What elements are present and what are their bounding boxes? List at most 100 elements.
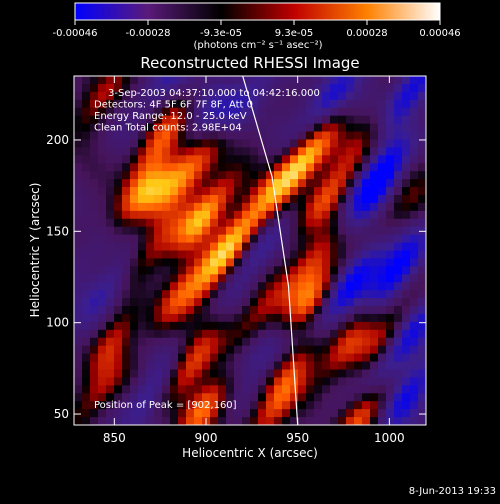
heatmap-cell	[290, 171, 299, 180]
heatmap-cell	[90, 163, 99, 172]
heatmap-cell	[106, 385, 115, 394]
heatmap-cell	[402, 76, 411, 85]
heatmap-cell	[370, 385, 379, 394]
heatmap-cell	[338, 187, 347, 196]
heatmap-cell	[226, 369, 235, 379]
heatmap-cell	[274, 163, 283, 172]
heatmap-cell	[162, 377, 171, 386]
heatmap-cell	[386, 234, 395, 244]
heatmap-cell	[74, 337, 83, 347]
heatmap-cell	[330, 282, 339, 291]
heatmap-cell	[234, 91, 243, 101]
heatmap-cell	[386, 123, 395, 133]
heatmap-cell	[130, 377, 139, 386]
heatmap-cell	[90, 401, 99, 410]
heatmap-cell	[322, 409, 331, 418]
heatmap-cell	[194, 377, 203, 386]
heatmap-cell	[394, 171, 403, 180]
heatmap-cell	[130, 123, 139, 133]
heatmap-cell	[346, 393, 355, 402]
heatmap-cell	[194, 163, 203, 172]
heatmap-cell	[370, 234, 379, 244]
heatmap-cell	[98, 139, 107, 148]
heatmap-cell	[250, 313, 259, 323]
heatmap-cell	[354, 99, 363, 109]
heatmap-cell	[418, 401, 426, 410]
heatmap-cell	[370, 91, 379, 101]
heatmap-cell	[242, 369, 251, 379]
colorbar-tick-label: -9.3e-05	[200, 28, 242, 39]
heatmap-cell	[242, 123, 251, 133]
heatmap-cell	[170, 329, 179, 339]
heatmap-cell	[210, 187, 219, 196]
heatmap-cell	[234, 163, 243, 172]
heatmap-cell	[354, 313, 363, 323]
heatmap-cell	[106, 163, 115, 172]
heatmap-cell	[338, 306, 347, 315]
heatmap-cell	[250, 107, 259, 117]
heatmap-cell	[82, 306, 91, 315]
heatmap-cell	[298, 329, 307, 339]
heatmap-cell	[250, 274, 259, 283]
heatmap-cell	[338, 377, 347, 386]
heatmap-cell	[114, 123, 123, 133]
heatmap-cell	[178, 123, 187, 133]
heatmap-cell	[210, 99, 219, 109]
heatmap-cell	[138, 385, 147, 394]
heatmap-cell	[322, 385, 331, 394]
heatmap-cell	[282, 329, 291, 339]
heatmap-cell	[186, 234, 195, 244]
heatmap-cell	[146, 218, 155, 228]
heatmap-cell	[130, 242, 139, 252]
heatmap-cell	[90, 337, 99, 347]
heatmap-cell	[410, 321, 419, 331]
heatmap-cell	[106, 258, 115, 267]
heatmap-cell	[386, 218, 395, 228]
heatmap-cell	[346, 266, 355, 275]
heatmap-cell	[354, 155, 363, 164]
heatmap-cell	[242, 115, 251, 125]
heatmap-cell	[210, 107, 219, 117]
heatmap-cell	[210, 155, 219, 164]
heatmap-cell	[370, 282, 379, 291]
heatmap-cell	[418, 345, 426, 355]
heatmap-cell	[130, 147, 139, 156]
heatmap-cell	[378, 401, 387, 410]
heatmap-cell	[370, 290, 379, 299]
heatmap-cell	[186, 329, 195, 339]
heatmap-cell	[330, 321, 339, 331]
heatmap-cell	[418, 409, 426, 418]
heatmap-cell	[170, 274, 179, 283]
heatmap-cell	[218, 258, 227, 267]
heatmap-cells	[74, 76, 426, 425]
heatmap-cell	[266, 210, 275, 220]
heatmap-cell	[90, 417, 99, 425]
heatmap-cell	[386, 194, 395, 204]
heatmap-cell	[218, 385, 227, 394]
heatmap-cell	[354, 329, 363, 339]
heatmap-cell	[410, 393, 419, 402]
heatmap-cell	[90, 179, 99, 188]
heatmap-cell	[266, 187, 275, 196]
heatmap-cell	[170, 179, 179, 188]
heatmap-cell	[234, 139, 243, 148]
heatmap-cell	[362, 250, 371, 260]
heatmap-cell	[362, 266, 371, 275]
heatmap-cell	[234, 282, 243, 291]
heatmap-cell	[418, 258, 426, 267]
heatmap-cell	[130, 115, 139, 125]
heatmap-cell	[386, 290, 395, 299]
heatmap-cell	[162, 99, 171, 109]
heatmap-cell	[186, 187, 195, 196]
heatmap-cell	[306, 290, 315, 299]
heatmap-cell	[346, 202, 355, 212]
heatmap-cell	[378, 258, 387, 267]
heatmap-cell	[266, 202, 275, 212]
heatmap-cell	[82, 401, 91, 410]
heatmap-cell	[338, 274, 347, 283]
heatmap-cell	[154, 115, 163, 125]
heatmap-cell	[290, 163, 299, 172]
heatmap-cell	[418, 99, 426, 109]
heatmap-cell	[82, 163, 91, 172]
